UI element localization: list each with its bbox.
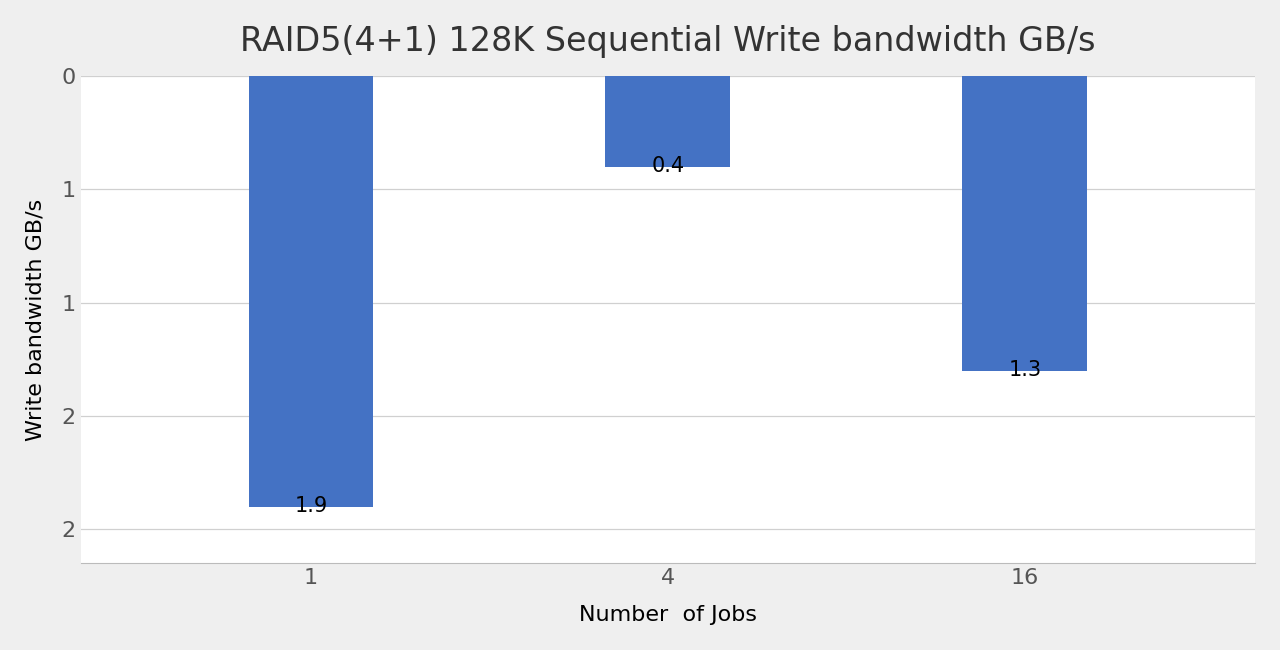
Bar [963, 76, 1087, 370]
X-axis label: Number  of Jobs: Number of Jobs [579, 605, 756, 625]
Title: RAID5(4+1) 128K Sequential Write bandwidth GB/s: RAID5(4+1) 128K Sequential Write bandwid… [241, 25, 1096, 58]
Bar [248, 76, 374, 507]
Text: 0.4: 0.4 [652, 156, 685, 176]
Text: 1.3: 1.3 [1009, 360, 1042, 380]
Bar [605, 76, 731, 166]
Text: 1.9: 1.9 [294, 496, 328, 516]
Y-axis label: Write bandwidth GB/s: Write bandwidth GB/s [26, 199, 45, 441]
